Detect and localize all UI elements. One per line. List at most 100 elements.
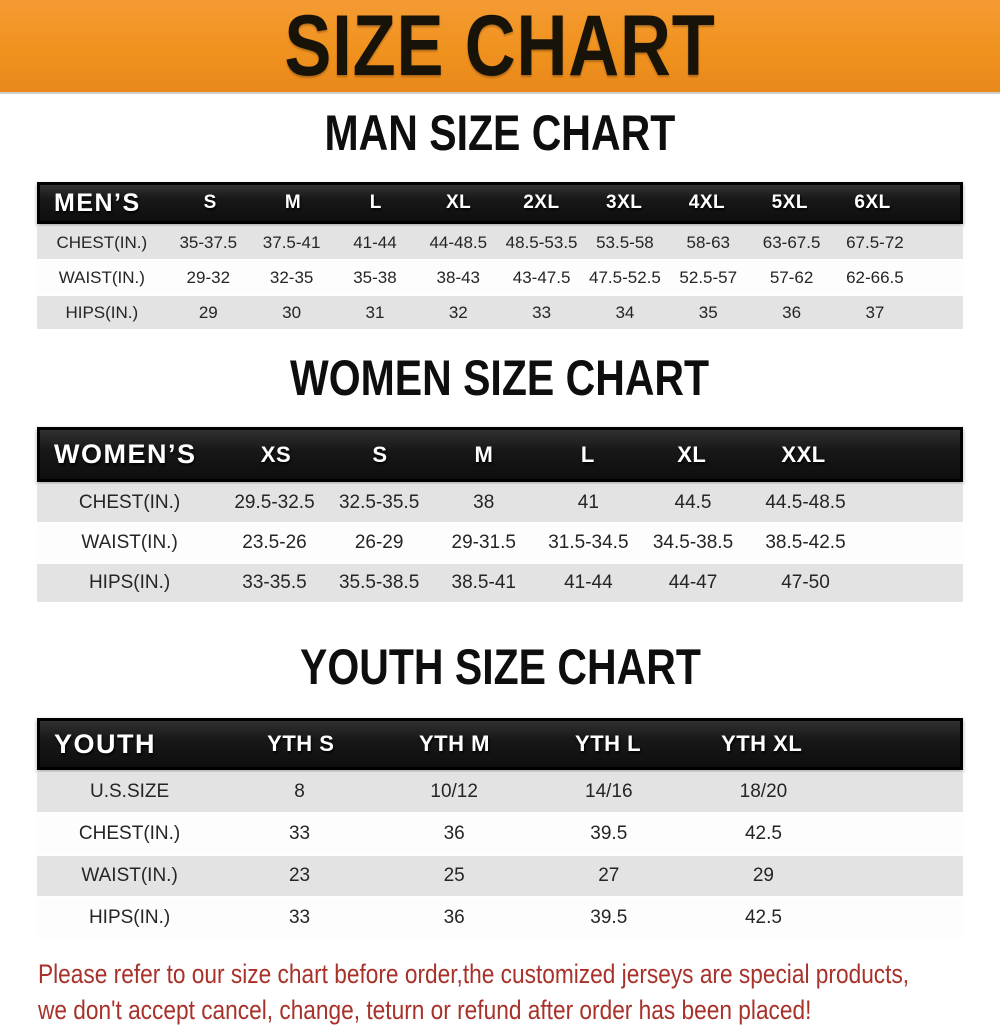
value-cell: 33 (532, 302, 552, 322)
table-corner-label: MEN’S (54, 188, 141, 217)
table-corner-label: YOUTH (54, 728, 156, 759)
value-cell: 35-37.5 (179, 232, 238, 252)
size-header-cell: YTH S (267, 731, 335, 756)
disclaimer-line-1: Please refer to our size chart before or… (38, 959, 910, 989)
row-label-cell: HIPS(IN.) (88, 572, 171, 593)
value-cell: 29 (752, 865, 774, 886)
youth-size-table: YOUTH YTH S YTH M YTH L YTH XL U.S.SIZE 8 10/12… (37, 718, 963, 938)
value-cell: 47-50 (781, 572, 830, 593)
value-cell: 29-32 (186, 267, 231, 287)
value-cell: 31.5-34.5 (548, 532, 629, 553)
value-cell: 52.5-57 (679, 267, 738, 287)
value-cell: 43-47.5 (512, 267, 571, 287)
size-header-cell: L (580, 441, 595, 467)
value-cell: 38 (473, 492, 495, 513)
size-header-cell: 6XL (854, 192, 891, 213)
value-cell: 41 (577, 492, 599, 513)
value-cell: 36 (443, 907, 465, 928)
youth-size-chart-section: YOUTH SIZE CHART YOUTH YTH S YTH M YTH L YTH… (0, 640, 1000, 938)
disclaimer-line-2: we don't accept cancel, change, teturn o… (38, 995, 812, 1025)
size-header-cell: 5XL (771, 192, 808, 213)
value-cell: 58-63 (686, 232, 730, 252)
size-chart-banner: SIZE CHART (0, 0, 1000, 94)
value-cell: 33 (288, 907, 311, 928)
size-header-cell: M (474, 441, 494, 467)
table-header-row: WOMEN’S XS S M L XL XXL (37, 427, 963, 482)
value-cell: 38.5-42.5 (765, 532, 846, 553)
value-cell: 57-62 (769, 267, 814, 287)
size-header-cell: S (372, 441, 388, 467)
size-header-cell: 2XL (523, 192, 560, 213)
table-row: CHEST(IN.) 35-37.5 37.5-41 41-44 44-48.5 48.5… (37, 226, 963, 259)
value-cell: 62-66.5 (846, 267, 904, 287)
value-cell: 39.5 (590, 823, 628, 844)
table-header-row: YOUTH YTH S YTH M YTH L YTH XL (37, 718, 963, 770)
value-cell: 26-29 (354, 532, 404, 553)
size-header-cell: S (203, 192, 217, 213)
row-label-cell: WAIST(IN.) (81, 532, 178, 553)
man-size-chart-title: MAN SIZE CHART (324, 105, 676, 161)
value-cell: 32 (448, 302, 468, 322)
value-cell: 29-31.5 (451, 532, 516, 553)
youth-size-chart-title: YOUTH SIZE CHART (299, 639, 701, 695)
banner-title: SIZE CHART (284, 0, 716, 94)
value-cell: 44.5-48.5 (765, 492, 846, 513)
row-label-cell: HIPS(IN.) (88, 907, 171, 928)
value-cell: 32-35 (269, 267, 314, 287)
value-cell: 38-43 (436, 267, 481, 287)
value-cell: 35-38 (353, 267, 397, 287)
value-cell: 30 (282, 302, 302, 322)
value-cell: 10/12 (430, 781, 478, 802)
size-header-cell: XL (677, 441, 707, 467)
value-cell: 42.5 (744, 907, 782, 928)
table-row: WAIST(IN.) 29-32 32-35 35-38 38-43 43-47.5 47.… (37, 261, 963, 294)
value-cell: 14/16 (585, 781, 633, 802)
size-header-cell: XS (260, 441, 292, 467)
value-cell: 35.5-38.5 (338, 572, 420, 593)
value-cell: 18/20 (739, 781, 788, 802)
value-cell: 8 (294, 781, 305, 802)
table-row: HIPS(IN.) 33 36 39.5 42.5 (37, 898, 963, 938)
value-cell: 42.5 (744, 823, 782, 844)
value-cell: 31 (365, 302, 385, 322)
table-row: HIPS(IN.) 29 30 31 32 33 34 35 36 37 (37, 296, 963, 329)
value-cell: 44-47 (668, 572, 718, 593)
value-cell: 33 (288, 823, 311, 844)
value-cell: 63-67.5 (762, 232, 821, 252)
size-header-cell: XL (445, 192, 472, 213)
size-header-cell: YTH XL (721, 731, 803, 756)
value-cell: 29 (198, 302, 218, 322)
size-header-cell: XXL (781, 441, 826, 467)
value-cell: 23 (288, 865, 311, 886)
man-size-chart-section: MAN SIZE CHART MEN’S S M L XL 2XL 3XL 4XL 5XL 6XL… (0, 106, 1000, 329)
women-size-chart-title: WOMEN SIZE CHART (290, 350, 710, 406)
value-cell: 48.5-53.5 (505, 232, 578, 252)
table-header-row: MEN’S S M L XL 2XL 3XL 4XL 5XL 6XL (37, 182, 963, 224)
women-size-table: WOMEN’S XS S M L XL XXL CHEST(IN.) 29.5-32.5 32.5… (37, 427, 963, 602)
women-size-chart-section: WOMEN SIZE CHART WOMEN’S XS S M L XL XXL CHEST(… (0, 351, 1000, 602)
size-header-cell: L (369, 192, 382, 213)
value-cell: 35 (698, 302, 718, 322)
value-cell: 38.5-41 (451, 572, 516, 593)
value-cell: 32.5-35.5 (338, 492, 420, 513)
value-cell: 39.5 (590, 907, 628, 928)
row-label-cell: WAIST(IN.) (81, 865, 178, 886)
value-cell: 23.5-26 (242, 532, 307, 553)
size-header-cell: YTH M (418, 731, 490, 756)
table-row: HIPS(IN.) 33-35.5 35.5-38.5 38.5-41 41-44 44-… (37, 564, 963, 602)
value-cell: 36 (782, 302, 802, 322)
table-row: WAIST(IN.) 23.5-26 26-29 29-31.5 31.5-34.5 34… (37, 524, 963, 562)
table-row: WAIST(IN.) 23 25 27 29 (37, 856, 963, 896)
value-cell: 37.5-41 (262, 232, 321, 252)
table-row: CHEST(IN.) 29.5-32.5 32.5-35.5 38 41 44.5 44.5… (37, 484, 963, 522)
value-cell: 29.5-32.5 (234, 492, 315, 513)
size-header-cell: M (284, 192, 302, 213)
row-label-cell: U.S.SIZE (90, 781, 170, 802)
value-cell: 47.5-52.5 (589, 267, 661, 287)
row-label-cell: HIPS(IN.) (65, 302, 139, 322)
value-cell: 34 (615, 302, 635, 322)
value-cell: 41-44 (353, 232, 397, 252)
value-cell: 33-35.5 (242, 572, 307, 593)
row-label-cell: CHEST(IN.) (56, 232, 148, 252)
size-header-cell: 4XL (688, 192, 726, 213)
